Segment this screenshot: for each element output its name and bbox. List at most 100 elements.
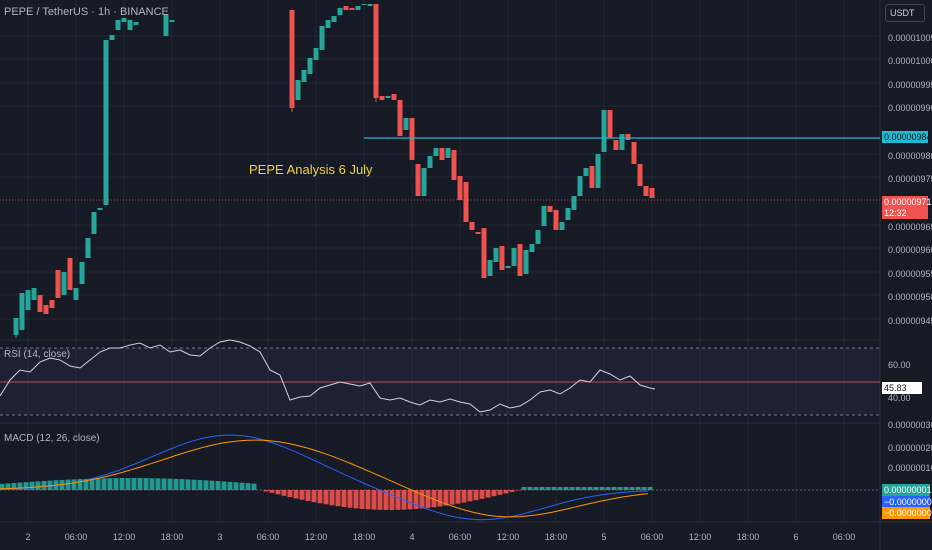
candle-body <box>25 290 31 310</box>
time-axis-label: 18:00 <box>737 532 760 542</box>
time-axis-label: 5 <box>601 532 606 542</box>
candle-body <box>517 244 523 276</box>
macd-histogram-bar <box>107 478 113 490</box>
time-axis-label: 18:00 <box>545 532 568 542</box>
candle-body <box>331 16 337 22</box>
candle-body <box>571 196 577 210</box>
macd-histogram-bar <box>539 487 545 490</box>
candle-body <box>313 48 319 60</box>
candle-body <box>475 232 481 234</box>
candle-body <box>319 26 325 50</box>
candle-body <box>481 228 487 278</box>
macd-histogram-bar <box>299 490 305 500</box>
signal-line <box>0 439 649 518</box>
candle-body <box>541 206 547 226</box>
macd-histogram-bar <box>281 490 287 496</box>
macd-histogram-bar <box>341 490 347 507</box>
candle-body <box>535 230 541 244</box>
candle-body <box>13 318 19 335</box>
macd-histogram-bar <box>125 478 131 490</box>
macd-histogram-bar <box>545 487 551 490</box>
candle-body <box>499 246 505 270</box>
macd-histogram-bar <box>269 490 275 493</box>
candle-body <box>523 250 529 274</box>
symbol-title[interactable]: PEPE / TetherUS · 1h · BINANCE <box>4 6 169 18</box>
macd-histogram-bar <box>377 490 383 510</box>
candle-body <box>595 154 601 188</box>
price-tick: 0.00000965 <box>888 222 932 232</box>
macd-histogram-bar <box>0 483 5 490</box>
candle-body <box>397 100 403 136</box>
candle-body <box>97 208 103 210</box>
macd-histogram-bar <box>287 490 293 498</box>
macd-histogram-bar <box>521 487 527 490</box>
macd-histogram-bar <box>611 487 617 490</box>
candle-body <box>133 22 139 25</box>
macd-histogram-bar <box>275 490 281 495</box>
candle-body <box>73 288 79 300</box>
candle-body <box>469 222 475 230</box>
candlestick-series[interactable] <box>13 4 655 338</box>
resistance-price-badge: 0.00000984 <box>882 131 932 143</box>
macd-histogram-bar <box>29 481 35 490</box>
signal-line-value-badge: −0.00000002 <box>882 507 932 519</box>
time-axis-label: 18:00 <box>353 532 376 542</box>
candle-body <box>379 96 385 100</box>
candle-body <box>361 4 367 5</box>
candle-body <box>343 6 349 10</box>
macd-histogram-bar <box>227 481 233 490</box>
candle-body <box>121 18 127 22</box>
candle-body <box>529 244 535 252</box>
macd-histogram-bar <box>95 478 101 490</box>
macd-histogram-bar <box>5 483 11 490</box>
macd-histogram-bar <box>41 480 47 490</box>
macd-histogram-bar <box>461 490 467 503</box>
macd-histogram-bar <box>635 487 641 490</box>
candle-body <box>415 164 421 196</box>
candle-body <box>589 166 595 188</box>
macd-histogram-bar <box>203 480 209 490</box>
macd-histogram-bar <box>629 487 635 490</box>
macd-line <box>0 434 649 521</box>
candle-body <box>19 293 25 330</box>
macd-tick: 0.00000010 <box>888 463 932 473</box>
candle-body <box>127 20 133 30</box>
macd-histogram-bar <box>599 487 605 490</box>
time-axis-label: 06:00 <box>449 532 472 542</box>
candle-body <box>577 176 583 196</box>
currency-unit-button[interactable]: USDT <box>885 4 925 22</box>
macd-histogram-bar <box>143 478 149 490</box>
candle-body <box>115 20 121 30</box>
candle-body <box>103 40 109 205</box>
candle-body <box>511 248 517 266</box>
candle-body <box>601 110 607 152</box>
candle-body <box>565 208 571 220</box>
price-tick: 0.00001005 <box>888 33 932 43</box>
macd-indicator-title[interactable]: MACD (12, 26, close) <box>4 433 100 444</box>
macd-histogram-bar <box>215 481 221 490</box>
candle-body <box>295 80 301 100</box>
candle-body <box>385 96 391 98</box>
rsi-indicator-title[interactable]: RSI (14, close) <box>4 349 71 360</box>
macd-histogram-bar <box>209 480 215 490</box>
candle-body <box>31 288 37 300</box>
time-axis-label: 12:00 <box>113 532 136 542</box>
candle-body <box>307 58 313 74</box>
candle-body <box>439 148 445 160</box>
candle-body <box>421 168 427 196</box>
macd-histogram-bar <box>161 478 167 490</box>
candle-body <box>301 70 307 82</box>
candle-body <box>79 262 85 284</box>
candle-countdown-badge: 12:32 <box>882 207 928 219</box>
macd-histogram-bar <box>563 487 569 490</box>
candle-body <box>625 134 631 140</box>
candle-body <box>463 182 469 222</box>
candle-body <box>583 168 589 176</box>
macd-histogram-bar <box>413 490 419 510</box>
macd-histogram-bar <box>119 478 125 490</box>
analysis-annotation[interactable]: PEPE Analysis 6 July <box>249 162 373 177</box>
candle-body <box>163 15 169 36</box>
time-axis-label: 6 <box>793 532 798 542</box>
macd-histogram-bar <box>17 482 23 490</box>
